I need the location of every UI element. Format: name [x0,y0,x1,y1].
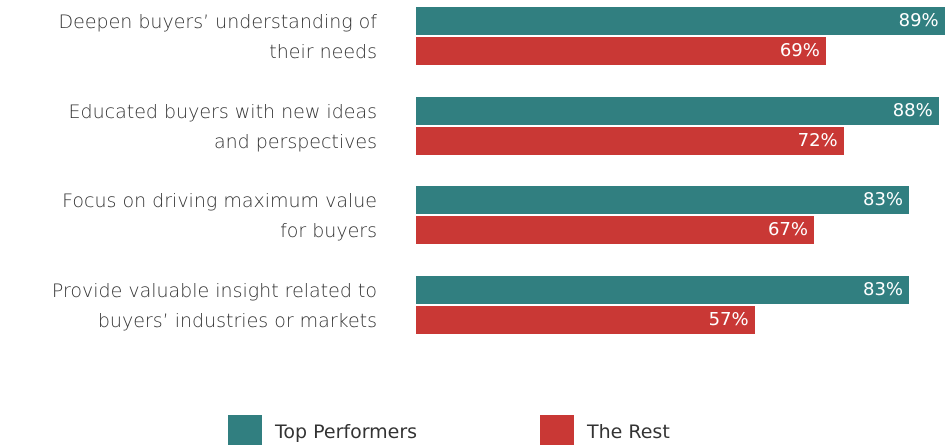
bar [416,275,910,304]
legend-label: The Rest [587,421,670,443]
value-label: 69% [779,40,820,61]
value-label: 89% [898,10,939,31]
category-label: Deepen buyers’ understanding of their ne… [58,11,377,63]
bar [416,126,844,155]
bar [416,37,826,65]
value-label: 83% [863,189,904,210]
value-label: 83% [863,278,904,300]
bar [416,7,945,35]
legend-swatch [540,415,574,445]
bar [416,186,910,214]
value-label: 72% [797,129,838,151]
value-label: 67% [767,219,808,240]
category-label: Focus on driving maximum value for buyer… [62,190,377,242]
value-label: 57% [708,308,749,330]
bar [416,305,755,334]
legend-swatch [228,415,262,445]
bar [416,96,939,125]
value-label: 88% [892,99,933,121]
category-label: Educated buyers with new ideas and persp… [68,100,377,153]
legend-label: Top Performers [275,421,418,443]
category-label: Provide valuable insight related to buye… [51,279,377,332]
bar [416,216,814,244]
